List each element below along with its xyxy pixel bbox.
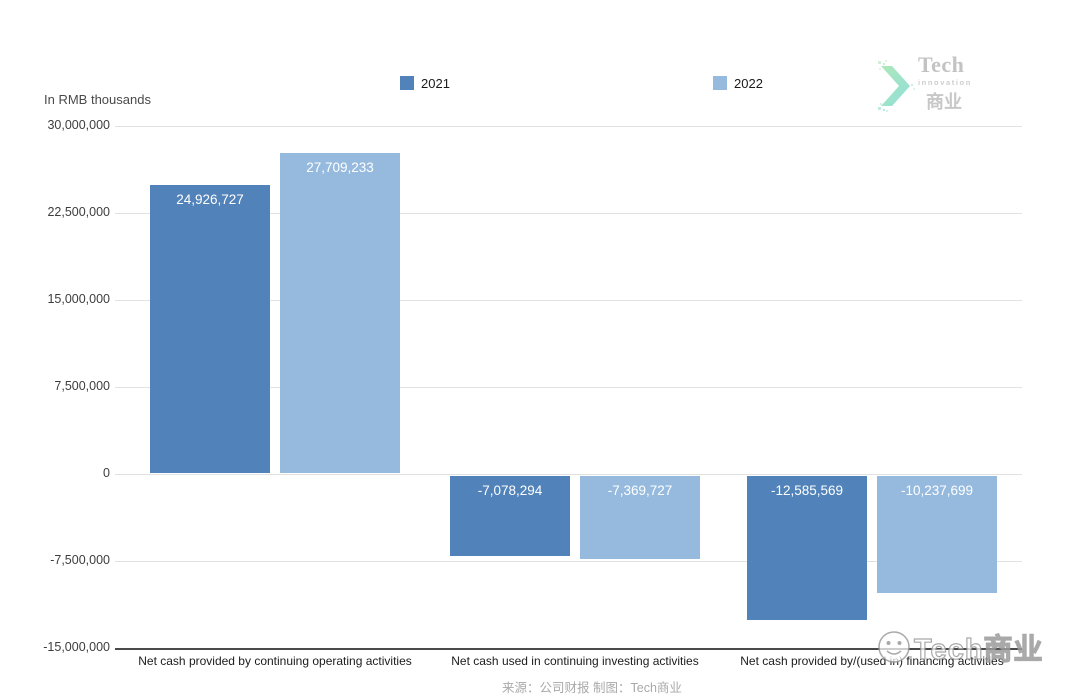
y-tick-label: 0 bbox=[103, 466, 110, 480]
watermark: Tech商业 bbox=[876, 626, 1044, 668]
y-tick-label: 7,500,000 bbox=[54, 379, 110, 393]
legend-swatch-2022 bbox=[713, 76, 727, 90]
bar-2021-group1: 24,926,727 bbox=[150, 185, 270, 473]
x-category-label: Net cash provided by continuing operatin… bbox=[138, 654, 412, 668]
smiley-face-icon bbox=[878, 631, 910, 663]
bar-2021-group2: -7,078,294 bbox=[450, 476, 570, 556]
logo-subtitle: innovation bbox=[918, 78, 972, 87]
x-category-label: Net cash provided by/(used in) financing… bbox=[740, 654, 1004, 668]
watermark-text: Tech商业 bbox=[913, 633, 1044, 666]
brand-logo: Tech innovation 商业 bbox=[872, 52, 992, 116]
legend-item-2021: 2021 bbox=[400, 75, 450, 91]
bar-2022-group1: 27,709,233 bbox=[280, 153, 400, 473]
x-axis-line bbox=[115, 648, 1022, 650]
legend-swatch-2021 bbox=[400, 76, 414, 90]
gridline bbox=[115, 387, 1022, 388]
chevron-logo-icon bbox=[878, 60, 915, 112]
logo-cjk: 商业 bbox=[926, 92, 962, 112]
y-tick-label: 15,000,000 bbox=[47, 292, 110, 306]
bar-value-label: -7,078,294 bbox=[477, 483, 543, 498]
bar-value-label: 27,709,233 bbox=[306, 160, 374, 175]
bar-2021-group3: -12,585,569 bbox=[747, 476, 867, 620]
bar-value-label: 24,926,727 bbox=[176, 192, 244, 207]
bar-value-label: -10,237,699 bbox=[900, 483, 974, 498]
y-tick-label: 30,000,000 bbox=[47, 118, 110, 132]
gridline bbox=[115, 300, 1022, 301]
bar-value-label: -12,585,569 bbox=[770, 483, 844, 498]
y-tick-label: -7,500,000 bbox=[50, 553, 110, 567]
unit-label: In RMB thousands bbox=[44, 92, 151, 107]
y-tick-label: -15,000,000 bbox=[43, 640, 110, 654]
bar-2022-group2: -7,369,727 bbox=[580, 476, 700, 559]
y-tick-label: 22,500,000 bbox=[47, 205, 110, 219]
legend-label: 2022 bbox=[734, 75, 763, 91]
bar-2022-group3: -10,237,699 bbox=[877, 476, 997, 593]
gridline bbox=[115, 213, 1022, 214]
source-caption: 来源：公司财报 制图：Tech商业 bbox=[502, 681, 682, 695]
gridline bbox=[115, 561, 1022, 562]
gridline bbox=[115, 474, 1022, 475]
legend-item-2022: 2022 bbox=[713, 75, 763, 91]
gridline bbox=[115, 126, 1022, 127]
legend-label: 2021 bbox=[421, 75, 450, 91]
bar-value-label: -7,369,727 bbox=[607, 483, 673, 498]
x-category-label: Net cash used in continuing investing ac… bbox=[451, 654, 699, 668]
logo-name: Tech bbox=[918, 52, 965, 77]
